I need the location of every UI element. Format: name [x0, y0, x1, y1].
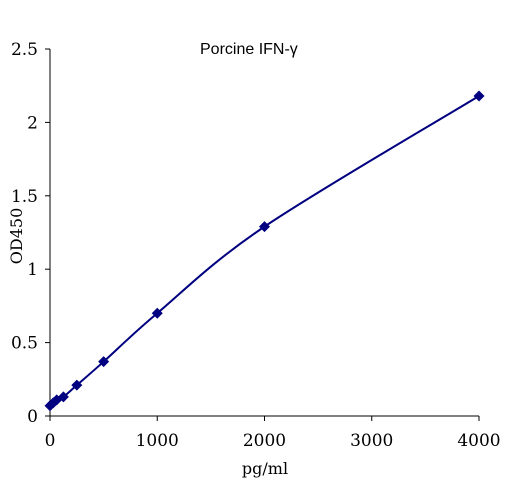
data-point-diamond [57, 391, 69, 403]
y-tick-label: 2.5 [11, 40, 38, 60]
data-points [44, 90, 485, 412]
y-tick-label: 0 [27, 407, 38, 427]
x-axis-label: pg/ml [242, 459, 288, 478]
data-point-diamond [71, 379, 83, 391]
x-tick-label: 3000 [350, 431, 393, 451]
y-tick-label: 0.5 [11, 334, 38, 354]
fit-curve-group [49, 95, 480, 407]
data-point-diamond [98, 356, 110, 368]
data-point-diamond [473, 90, 485, 102]
data-point-diamond [151, 307, 163, 319]
x-tick-label: 1000 [136, 431, 179, 451]
x-tick-label: 4000 [457, 431, 500, 451]
x-tick-label: 2000 [243, 431, 286, 451]
chart-title: Porcine IFN-γ [200, 41, 298, 58]
axes: 0 0.5 1 1.5 2 2.5 0 1000 2000 3000 4000 [11, 40, 501, 451]
data-point-diamond [259, 221, 270, 233]
x-tick-label: 0 [45, 431, 56, 451]
y-tick-label: 1 [27, 260, 38, 280]
y-tick-label: 2 [27, 113, 38, 133]
y-tick-label: 1.5 [11, 187, 38, 207]
fit-curve [49, 95, 480, 407]
y-axis-label: OD450 [7, 208, 26, 264]
